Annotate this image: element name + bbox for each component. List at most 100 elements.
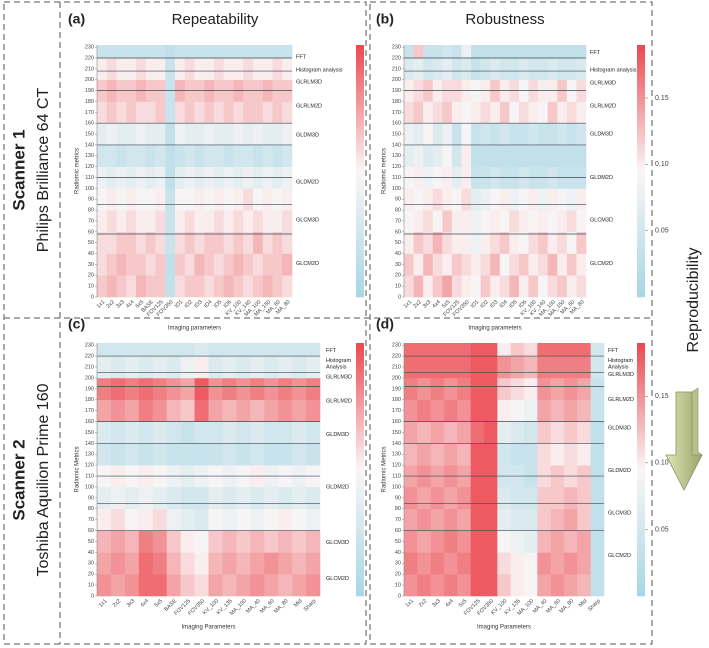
colorbar-step	[637, 74, 645, 79]
heat-cell	[432, 188, 443, 211]
heat-cell	[470, 508, 485, 531]
heat-cell	[306, 574, 321, 597]
colorbar-step	[356, 74, 364, 79]
heat-cell	[577, 377, 591, 401]
heat-cell	[175, 188, 186, 211]
heat-cell	[497, 356, 511, 379]
heat-cell	[577, 421, 591, 444]
heat-cell	[557, 101, 568, 124]
heat-cell	[590, 399, 605, 422]
heat-cell	[451, 58, 462, 81]
group-label: GLRLM3D	[296, 79, 322, 85]
heat-cell	[223, 275, 234, 298]
panel-letter: (b)	[376, 11, 394, 27]
colorbar-tick-label: 0.15	[655, 95, 669, 102]
colorbar-step	[637, 532, 645, 538]
x-tick-label: 2x2	[412, 299, 423, 310]
heat-cell	[236, 343, 251, 357]
colorbar-step	[356, 376, 364, 382]
heat-cell	[223, 210, 234, 233]
heat-cell	[461, 58, 472, 81]
heat-cell	[557, 144, 568, 167]
heat-cell	[430, 356, 445, 379]
heat-cell	[461, 123, 472, 146]
heat-cell	[233, 144, 244, 167]
heat-cell	[236, 377, 251, 401]
y-tick-label: 130	[85, 452, 94, 458]
colorbar-step	[356, 364, 364, 369]
x-tick-label: 5x5	[154, 598, 165, 609]
heat-cell	[490, 45, 501, 59]
colorbar-step	[356, 259, 364, 264]
heat-cell	[126, 231, 137, 254]
heat-cell	[484, 421, 498, 444]
heat-cell	[484, 574, 498, 597]
heat-cell	[138, 421, 154, 444]
heat-cell	[510, 574, 525, 597]
heat-cell	[470, 574, 485, 597]
heat-cell	[510, 356, 525, 379]
colorbar-step	[356, 234, 364, 239]
heat-cell	[490, 188, 501, 211]
colorbar-step	[356, 217, 364, 222]
y-tick-label: 30	[88, 561, 94, 567]
y-tick-label: 100	[85, 484, 94, 490]
heat-cell	[223, 253, 234, 276]
heat-cell	[430, 508, 445, 531]
heat-cell	[175, 45, 186, 59]
colorbar-step	[356, 171, 364, 176]
colorbar-step	[637, 284, 645, 289]
heat-cell	[550, 552, 565, 575]
heat-cell	[432, 101, 443, 124]
y-tick-label: 10	[395, 583, 401, 589]
colorbar-step	[637, 162, 645, 168]
heat-cell	[208, 552, 223, 575]
heat-cell	[550, 486, 565, 510]
heat-cell	[233, 123, 244, 146]
colorbar-step	[356, 397, 364, 403]
heat-cell	[222, 399, 237, 422]
heat-cell	[253, 101, 264, 124]
heat-cell	[461, 144, 472, 167]
heat-cell	[106, 253, 117, 276]
colorbar-step	[356, 520, 364, 525]
x-tick-label: ID5	[508, 299, 518, 309]
heat-cell	[292, 377, 307, 401]
heat-cell	[194, 356, 209, 379]
heat-cell	[457, 443, 471, 466]
colorbar-step	[356, 166, 364, 172]
colorbar-step	[356, 591, 364, 597]
heat-cell	[576, 123, 587, 146]
colorbar-step	[356, 452, 364, 458]
colorbar-step	[637, 524, 645, 529]
heat-cell	[116, 231, 127, 254]
heat-cell	[566, 275, 577, 298]
heat-cell	[126, 253, 137, 276]
heat-cell	[577, 552, 591, 575]
y-tick-label: 160	[392, 419, 401, 425]
heat-cell	[152, 343, 167, 357]
heat-cell	[155, 275, 166, 298]
heat-cell	[457, 377, 471, 401]
colorbar-step	[637, 276, 645, 281]
heat-cell	[518, 275, 529, 298]
heat-cell	[423, 101, 434, 124]
heat-cell	[451, 45, 462, 59]
heat-cell	[184, 253, 195, 276]
heat-cell	[470, 486, 485, 510]
colorbar-step	[637, 82, 645, 88]
x-tick-label: ID6	[518, 299, 528, 309]
heat-cell	[223, 101, 234, 124]
y-tick-label: 150	[85, 132, 94, 138]
x-tick-label: Sharp	[587, 598, 602, 613]
heat-cell	[278, 486, 293, 510]
heat-cell	[166, 530, 181, 553]
heat-cell	[550, 356, 565, 379]
heat-cell	[537, 421, 551, 444]
heat-cell	[106, 101, 117, 124]
heat-cell	[306, 508, 321, 531]
heat-cell	[124, 343, 140, 357]
heat-cell	[547, 231, 558, 254]
heat-cell	[461, 275, 472, 298]
